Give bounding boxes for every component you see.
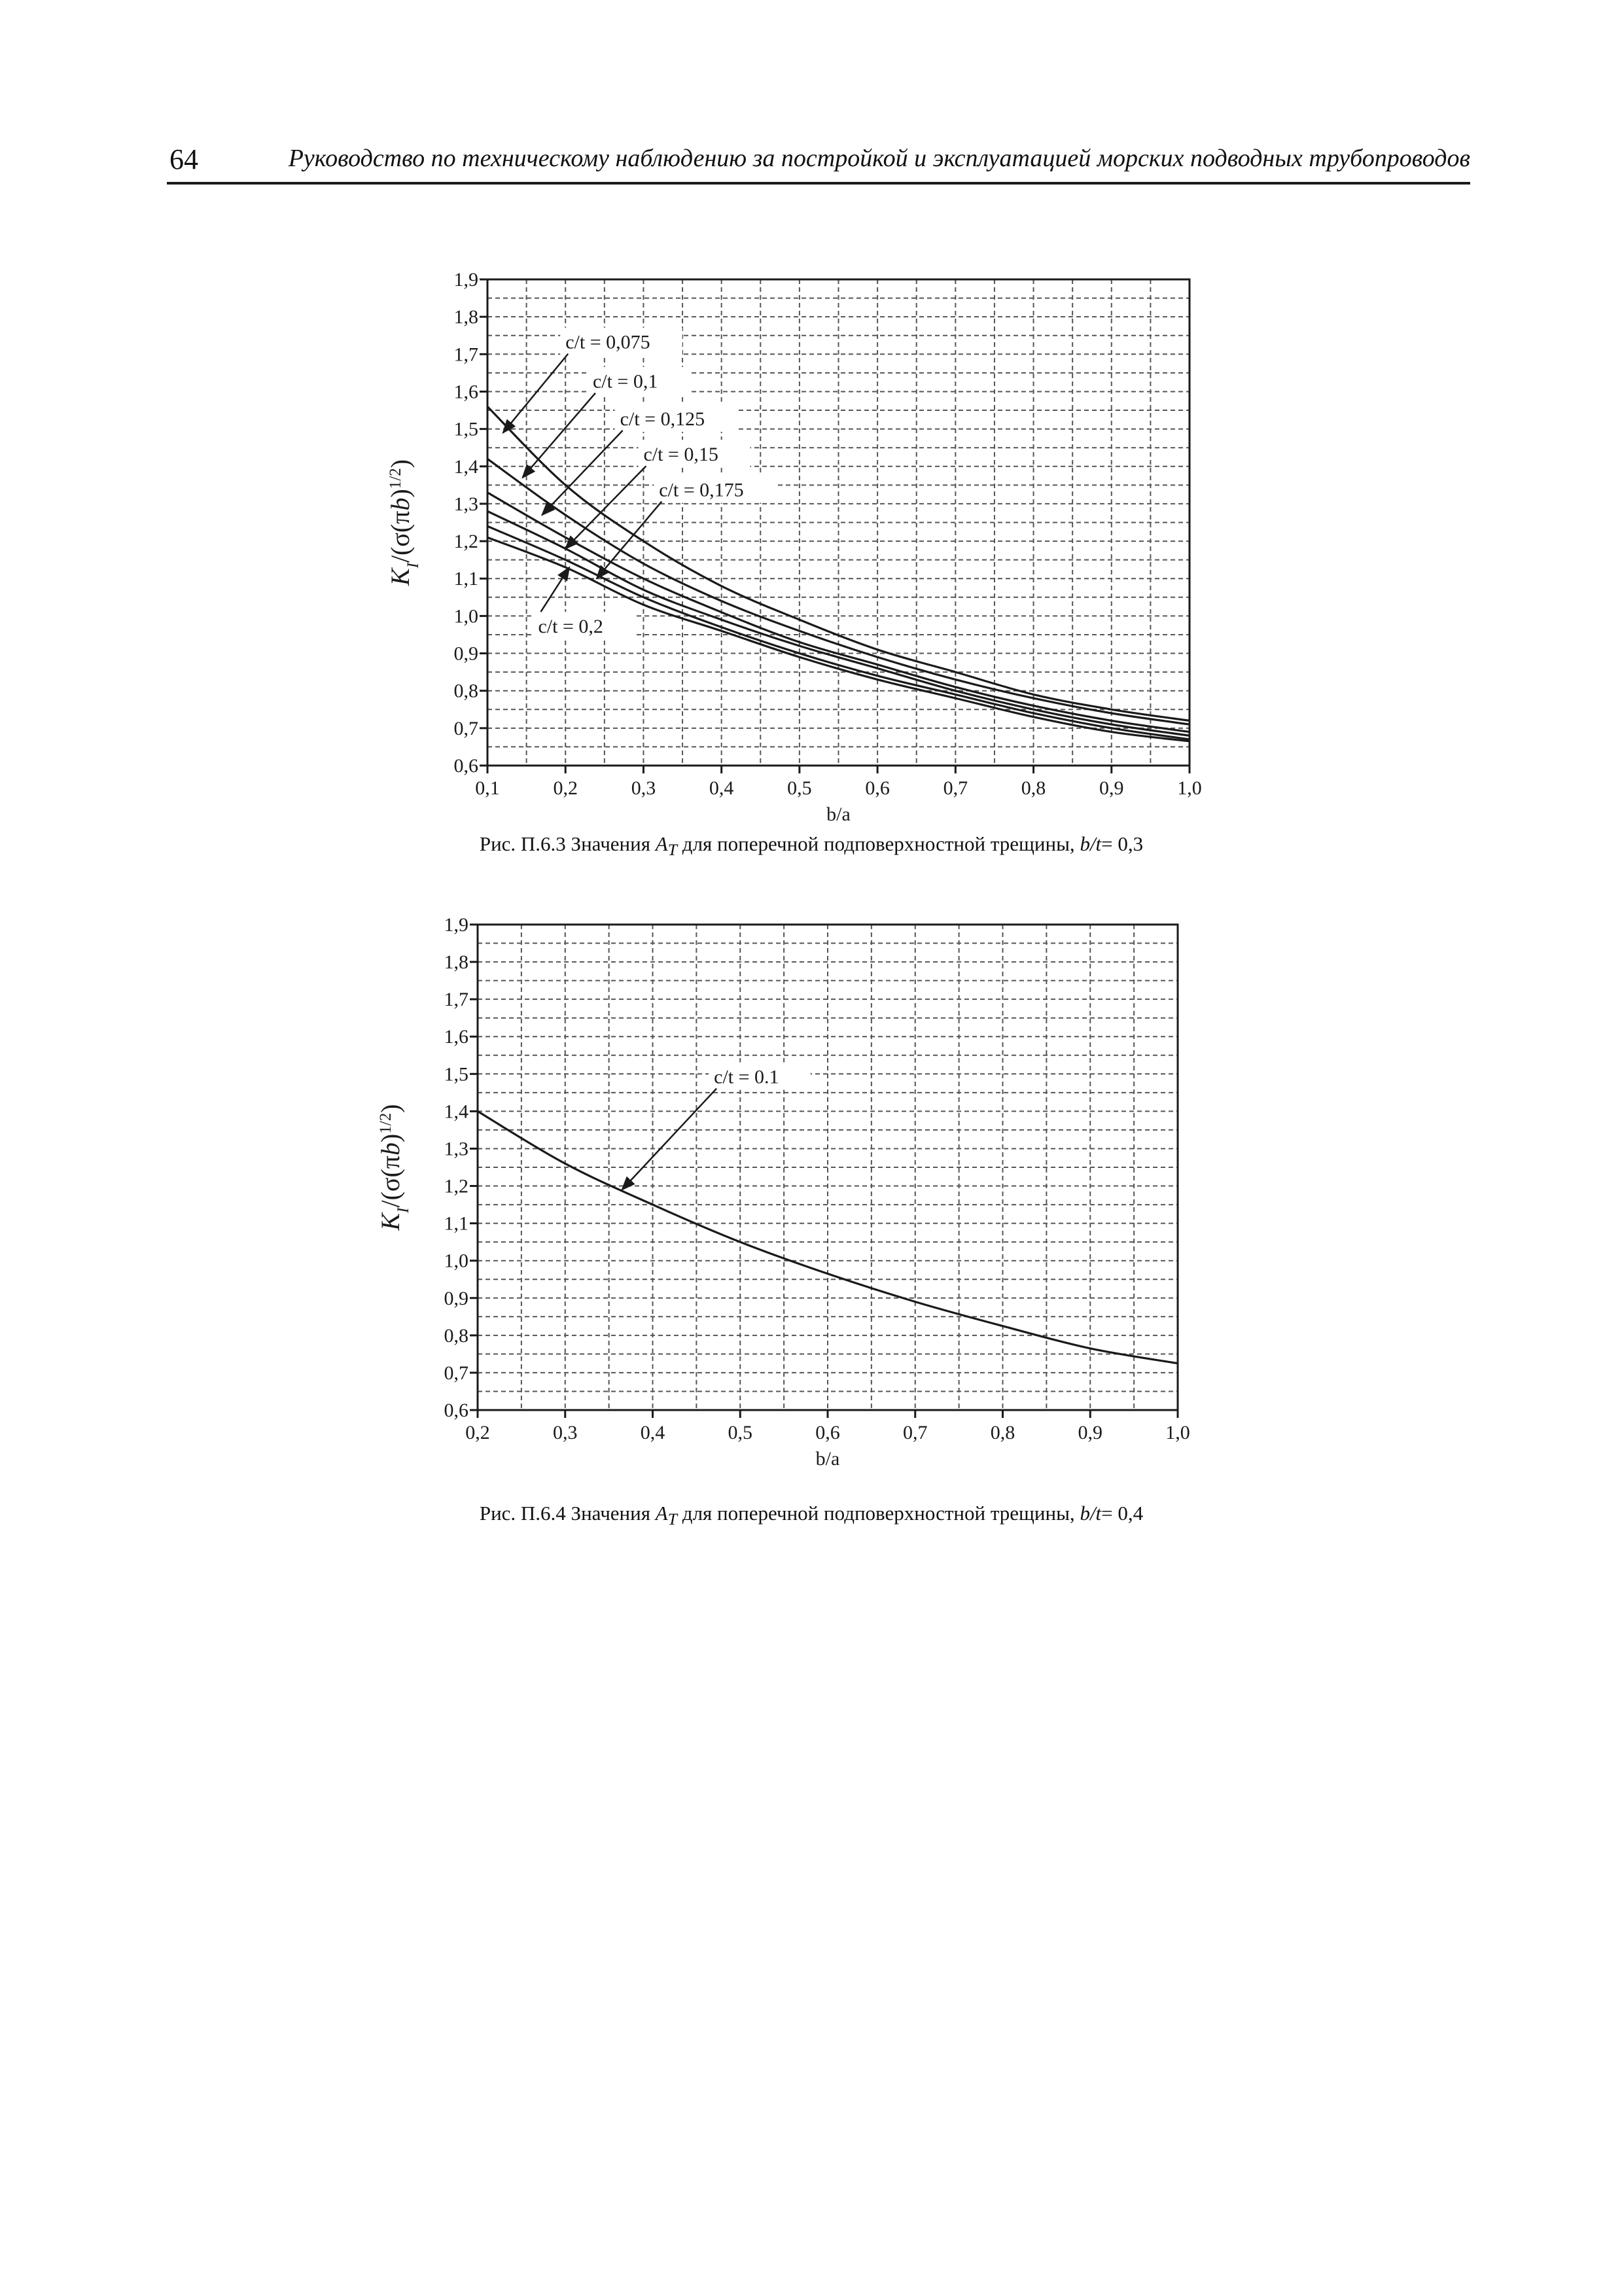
annotation-box — [587, 366, 690, 395]
x-tick-label: 0,9 — [1099, 777, 1124, 799]
series-line-2 — [487, 491, 1190, 733]
series-line-1 — [487, 458, 1190, 726]
y-tick-label: 1,2 — [454, 531, 479, 552]
y-tick-label: 1,0 — [454, 605, 479, 627]
page-header: 64 Руководство по техническому наблюдени… — [167, 139, 1470, 185]
series-annotation: c/t = 0,1 — [593, 371, 658, 393]
y-tick-label: 1,6 — [444, 1026, 469, 1048]
y-tick-label: 1,9 — [454, 269, 479, 291]
y-tick-label: 0,9 — [444, 1288, 469, 1309]
x-tick-label: 0,5 — [787, 777, 812, 799]
annotation-box — [614, 404, 737, 432]
x-axis-label: b/a — [816, 1448, 840, 1470]
x-tick-label: 0,4 — [641, 1422, 665, 1443]
y-tick-label: 0,9 — [454, 643, 479, 665]
y-tick-label: 1,9 — [444, 914, 469, 936]
y-tick-label: 1,1 — [454, 568, 479, 590]
page-number: 64 — [169, 143, 198, 175]
x-tick-label: 0,8 — [1021, 777, 1046, 799]
x-tick-label: 0,7 — [903, 1422, 928, 1443]
y-tick-label: 1,8 — [454, 306, 479, 328]
x-tick-label: 0,2 — [465, 1422, 490, 1443]
x-tick-label: 0,3 — [631, 777, 656, 799]
annotation-arrow — [540, 566, 571, 612]
x-tick-label: 0,5 — [728, 1422, 753, 1443]
figure-caption-6-4: Рис. П.6.4 Значения AT для поперечной по… — [353, 1502, 1269, 1529]
caption-suffix: = 0,3 — [1101, 832, 1144, 855]
annotation-arrow — [521, 392, 596, 479]
x-tick-label: 0,2 — [553, 777, 578, 799]
annotation-box — [638, 440, 750, 468]
y-tick-label: 1,7 — [454, 344, 479, 365]
y-tick-label: 1,7 — [444, 989, 469, 1010]
y-tick-label: 1,1 — [444, 1213, 469, 1235]
series-annotation: c/t = 0,2 — [538, 616, 603, 637]
caption-prefix: Рис. П.6.3 Значения — [479, 832, 656, 855]
caption-prefix: Рис. П.6.4 Значения — [479, 1502, 656, 1525]
x-tick-label: 0,7 — [943, 777, 968, 799]
caption-symbol-sub: T — [667, 840, 678, 860]
y-tick-label: 0,7 — [454, 718, 479, 739]
y-tick-label: 1,4 — [444, 1101, 469, 1122]
y-tick-label: 1,4 — [454, 456, 479, 478]
caption-symbol-sub: T — [667, 1510, 678, 1529]
y-tick-label: 1,6 — [454, 381, 479, 402]
plot-frame — [486, 278, 1191, 767]
caption-suffix: = 0,4 — [1101, 1502, 1144, 1525]
y-axis-label: KI/(σ(πb)1/2) — [385, 459, 422, 586]
x-tick-label: 0,1 — [475, 777, 500, 799]
series-annotation: c/t = 0,075 — [565, 332, 650, 353]
caption-param: b/t — [1080, 1502, 1102, 1525]
y-axis-label: KI/(σ(πb)1/2) — [376, 1104, 412, 1231]
series-line-0 — [486, 406, 1190, 722]
series-annotation: c/t = 0.1 — [714, 1067, 779, 1088]
series-line-5 — [487, 536, 1190, 743]
series-line-0 — [477, 1110, 1178, 1365]
figure-caption-6-3: Рис. П.6.3 Значения AT для поперечной по… — [353, 832, 1269, 860]
y-tick-label: 0,6 — [444, 1400, 469, 1421]
x-tick-label: 1,0 — [1165, 1422, 1190, 1443]
x-tick-label: 0,8 — [991, 1422, 1015, 1443]
x-tick-label: 0,6 — [865, 777, 890, 799]
series-annotation: c/t = 0,125 — [620, 408, 705, 430]
caption-middle: для поперечной подповерхностной трещины, — [677, 1502, 1080, 1525]
x-tick-label: 0,6 — [815, 1422, 840, 1443]
caption-symbol: A — [655, 832, 668, 855]
annotation-arrow — [621, 1087, 718, 1191]
annotation-box — [560, 327, 682, 355]
y-tick-label: 1,5 — [444, 1063, 469, 1085]
annotation-box — [709, 1062, 811, 1090]
caption-middle: для поперечной подповерхностной трещины, — [677, 832, 1080, 855]
y-tick-label: 1,3 — [444, 1138, 469, 1159]
annotation-arrow — [540, 430, 624, 516]
series-annotation: c/t = 0,175 — [659, 479, 743, 501]
y-tick-label: 1,3 — [454, 493, 479, 515]
caption-symbol: A — [655, 1502, 668, 1525]
annotation-arrow — [595, 501, 663, 580]
annotation-box — [654, 475, 776, 503]
caption-param: b/t — [1080, 832, 1102, 855]
x-axis-label: b/a — [826, 804, 851, 825]
series-annotation: c/t = 0,15 — [643, 444, 718, 465]
y-tick-label: 0,8 — [454, 680, 479, 702]
running-title: Руководство по техническому наблюдению з… — [288, 145, 1470, 172]
x-tick-label: 1,0 — [1177, 777, 1202, 799]
x-tick-label: 0,9 — [1078, 1422, 1103, 1443]
y-tick-label: 0,7 — [444, 1362, 469, 1384]
y-tick-label: 0,8 — [444, 1325, 469, 1347]
y-tick-label: 1,5 — [454, 419, 479, 440]
y-tick-label: 1,2 — [444, 1176, 469, 1197]
y-tick-label: 0,6 — [454, 755, 479, 777]
x-tick-label: 0,4 — [709, 777, 734, 799]
annotation-box — [533, 612, 635, 640]
annotation-arrow — [502, 353, 569, 434]
y-tick-label: 1,8 — [444, 951, 469, 973]
annotation-arrow — [564, 465, 647, 550]
x-tick-label: 0,3 — [553, 1422, 578, 1443]
y-tick-label: 1,0 — [444, 1250, 469, 1272]
